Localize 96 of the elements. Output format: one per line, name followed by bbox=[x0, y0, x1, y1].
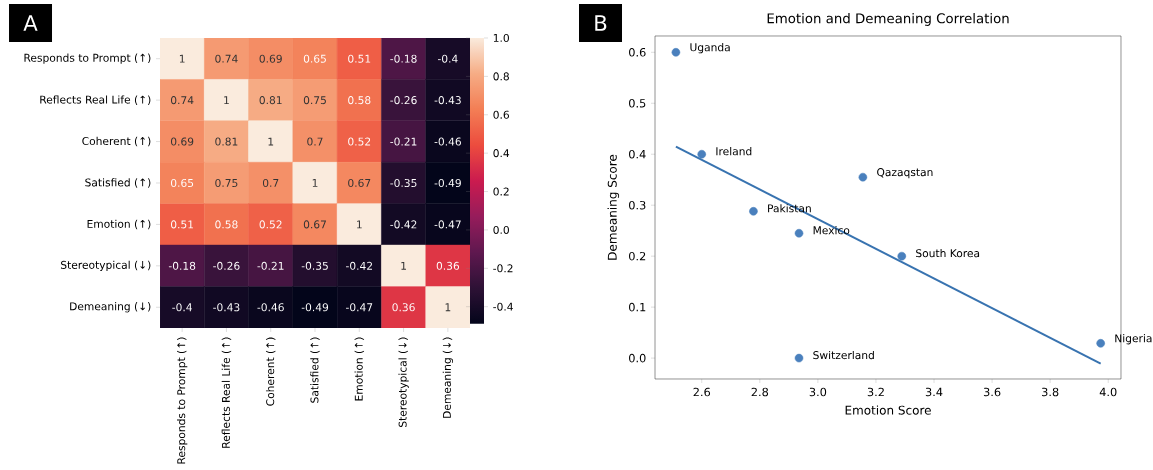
data-label: -0.4 bbox=[437, 54, 458, 63]
data-label: -0.4 bbox=[172, 303, 192, 312]
y-tick-label: 0.6 bbox=[629, 48, 646, 57]
data-label: -0.18 bbox=[390, 54, 417, 63]
annotation: Switzerland bbox=[813, 350, 874, 360]
color-bar-label: -0.2 bbox=[493, 264, 513, 273]
x-tick-label: 3.6 bbox=[983, 387, 1001, 397]
data-label: 0.74 bbox=[215, 54, 238, 63]
y-tick-label: 0.0 bbox=[629, 353, 646, 363]
data-label: -0.46 bbox=[257, 303, 284, 312]
data-label: -0.26 bbox=[213, 261, 240, 270]
data-label: -0.35 bbox=[301, 261, 328, 270]
x-tick-label: 2.6 bbox=[693, 387, 711, 397]
data-label: 0.51 bbox=[170, 220, 194, 229]
data-label: 0.52 bbox=[259, 220, 282, 229]
data-label: -0.47 bbox=[346, 303, 373, 312]
annotation: Uganda bbox=[690, 43, 730, 54]
annotation: South Korea bbox=[916, 248, 980, 258]
y-tick-label: Demeaning (↓) bbox=[70, 302, 151, 313]
data-label: 0.69 bbox=[170, 137, 194, 146]
color-bar-label: 0.2 bbox=[493, 187, 509, 196]
y-tick-label: 0.1 bbox=[629, 302, 646, 312]
data-label: 1 bbox=[357, 220, 362, 229]
data-label: -0.49 bbox=[434, 178, 461, 188]
color-bar-label: 0.0 bbox=[493, 225, 509, 234]
x-tick-label: 3.8 bbox=[1042, 387, 1059, 397]
data-label: -0.43 bbox=[434, 96, 461, 105]
data-label: -0.21 bbox=[390, 137, 417, 146]
data-label: 0.81 bbox=[215, 137, 238, 146]
data-label: 0.65 bbox=[170, 178, 194, 188]
color-bar-label: 1.0 bbox=[493, 33, 509, 43]
data-label: 1 bbox=[179, 54, 185, 63]
data-label: 0.58 bbox=[348, 96, 371, 105]
text: A bbox=[23, 15, 38, 31]
color-bar-label: 0.8 bbox=[493, 72, 509, 81]
text: B bbox=[595, 15, 607, 31]
data-label: -0.35 bbox=[390, 178, 417, 188]
data-label: 0.75 bbox=[303, 96, 326, 105]
data-label: 1 bbox=[401, 261, 406, 270]
annotation: Nigeria bbox=[1115, 334, 1152, 345]
y-tick-label: Coherent (↑) bbox=[82, 136, 151, 147]
y-tick-label: 0.5 bbox=[629, 98, 646, 108]
data-label: -0.18 bbox=[168, 261, 196, 270]
y-tick-label: Stereotypical (↓) bbox=[61, 260, 151, 271]
data-label: 0.36 bbox=[436, 261, 460, 270]
x-tick-label: Demeaning (↓) bbox=[442, 337, 454, 418]
data-label: -0.42 bbox=[390, 220, 417, 229]
y-tick-label: 0.3 bbox=[629, 200, 646, 210]
y-tick-label: Emotion (↑) bbox=[87, 219, 151, 230]
data-label: -0.49 bbox=[301, 303, 329, 312]
x-tick-label: Reflects Real Life (↑) bbox=[221, 337, 232, 448]
data-label: -0.21 bbox=[257, 261, 284, 270]
x-tick-label: Coherent (↑) bbox=[265, 337, 276, 406]
data-label: -0.46 bbox=[434, 137, 461, 146]
color-bar-label: -0.4 bbox=[493, 302, 513, 311]
y-tick-label: 0.4 bbox=[629, 149, 646, 159]
data-label: 0.36 bbox=[392, 303, 415, 312]
data-label: 0.67 bbox=[348, 178, 371, 188]
data-label: -0.47 bbox=[434, 220, 461, 229]
data-label: 1 bbox=[268, 137, 274, 146]
data-label: 0.51 bbox=[348, 54, 371, 63]
data-label: 0.69 bbox=[259, 54, 282, 63]
x-tick-label: Emotion (↑) bbox=[354, 337, 365, 401]
data-label: 1 bbox=[224, 96, 229, 105]
data-label: 0.81 bbox=[259, 96, 282, 105]
y-tick-label: Reflects Real Life (↑) bbox=[40, 95, 151, 105]
color-bar-label: 0.4 bbox=[493, 149, 510, 158]
data-label: 0.58 bbox=[215, 220, 238, 229]
data-label: 0.67 bbox=[303, 220, 326, 229]
data-label: -0.43 bbox=[213, 303, 240, 312]
annotation: Ireland bbox=[716, 147, 752, 156]
x-tick-label: 3.0 bbox=[809, 387, 827, 397]
data-label: 0.7 bbox=[262, 178, 279, 188]
y-tick-label: Responds to Prompt (↑) bbox=[24, 53, 151, 64]
data-label: 0.65 bbox=[303, 54, 326, 63]
data-label: 1 bbox=[445, 303, 451, 312]
y-tick-label: 0.2 bbox=[629, 251, 646, 261]
color-bar-label: 0.6 bbox=[493, 110, 509, 119]
data-label: 1 bbox=[312, 179, 318, 187]
data-label: -0.26 bbox=[390, 96, 417, 105]
annotation: Qazaqstan bbox=[877, 168, 933, 179]
data-label: 0.52 bbox=[348, 137, 371, 146]
y-axis-title: Demeaning Score bbox=[607, 154, 620, 260]
x-tick-label: 3.4 bbox=[925, 387, 943, 397]
x-tick-label: 2.8 bbox=[751, 387, 769, 397]
data-label: 0.7 bbox=[307, 137, 323, 146]
chart-title: Emotion and Demeaning Correlation bbox=[767, 13, 1009, 26]
data-label: 0.75 bbox=[215, 178, 238, 188]
x-tick-label: Satisfied (↑) bbox=[310, 337, 320, 403]
data-label: -0.42 bbox=[346, 261, 373, 270]
data-label: 0.74 bbox=[170, 96, 194, 105]
x-axis-title: Emotion Score bbox=[845, 405, 931, 415]
y-tick-label: Satisfied (↑) bbox=[85, 178, 151, 188]
x-tick-label: 3.2 bbox=[867, 387, 884, 397]
x-tick-label: 4.0 bbox=[1099, 387, 1117, 397]
x-tick-label: Stereotypical (↓) bbox=[398, 337, 409, 427]
